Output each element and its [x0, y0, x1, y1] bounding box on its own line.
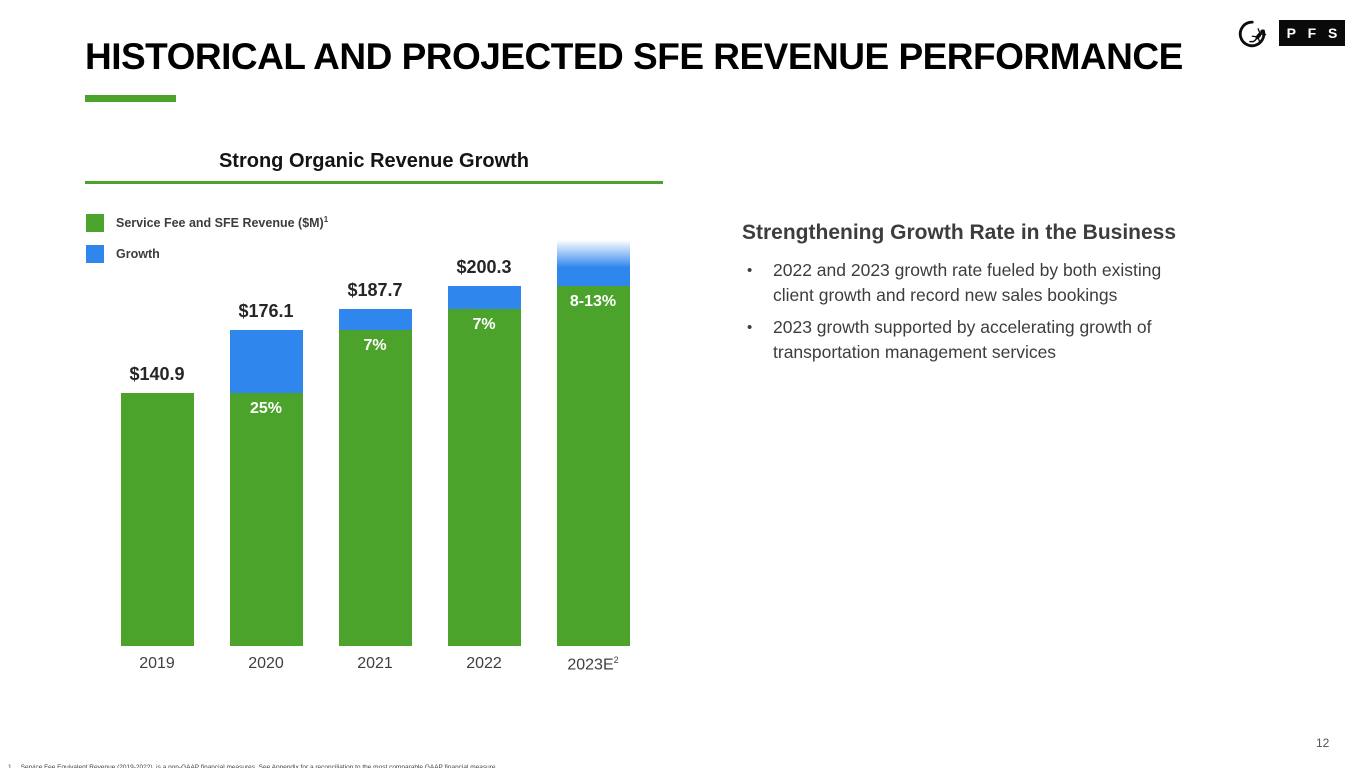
x-axis-label: 2023E2 — [567, 655, 619, 674]
bar-segment-revenue — [556, 286, 630, 646]
bullet-text: 2023 growth supported by accelerating gr… — [773, 317, 1152, 362]
footnotes: 1. Service Fee Equivalent Revenue (2019-… — [8, 743, 497, 768]
bullet-item: • 2023 growth supported by accelerating … — [742, 315, 1247, 365]
bar-segment-revenue — [229, 392, 303, 646]
bar-total-label: $187.7 — [347, 279, 403, 300]
insight-heading: Strengthening Growth Rate in the Busines… — [742, 221, 1177, 244]
gecko-icon — [1238, 20, 1267, 48]
bar-growth-label: 7% — [472, 315, 496, 333]
bar-total-label: $200.3 — [456, 257, 512, 278]
bar-growth-label: 8-13% — [569, 293, 617, 311]
legend-label-revenue-text: Service Fee and SFE Revenue ($M) — [116, 216, 324, 231]
bar-group: 7% — [338, 308, 412, 646]
x-axis-label: 2019 — [139, 655, 175, 672]
bar-segment-revenue — [338, 329, 412, 646]
legend-label-growth-text: Growth — [116, 247, 160, 261]
footnote-1: 1. Service Fee Equivalent Revenue (2019-… — [8, 764, 498, 768]
x-axis-label: 2022 — [466, 655, 502, 672]
bar-growth-label: 25% — [249, 399, 283, 417]
page-number: 12 — [1316, 736, 1330, 750]
bullet-glyph: • — [747, 262, 753, 279]
gecko-body — [1249, 28, 1267, 43]
category-footnote-ref: 2 — [613, 655, 619, 665]
x-axis-label: 2021 — [357, 655, 393, 672]
pfs-logo-text: P F S — [1279, 20, 1345, 46]
insight-bullets: • 2022 and 2023 growth rate fueled by bo… — [742, 258, 1247, 365]
bar-segment-revenue — [120, 392, 194, 646]
chart-legend: Service Fee and SFE Revenue ($M)1 Growth — [86, 214, 328, 276]
page-title: HISTORICAL AND PROJECTED SFE REVENUE PER… — [85, 36, 1183, 77]
bar-segment-growth — [229, 329, 303, 393]
legend-footnote-ref: 1 — [323, 215, 329, 225]
bar-group — [120, 392, 194, 646]
bar-group: 25% — [229, 329, 303, 646]
bar-group: 8-13% — [556, 240, 630, 646]
legend-item-growth: Growth — [86, 245, 328, 263]
bar-segment-growth — [338, 308, 412, 330]
bar-total-label: $140.9 — [129, 363, 185, 384]
bar-group: 7% — [447, 286, 521, 646]
bar-total-label: $176.1 — [238, 300, 294, 321]
legend-item-revenue: Service Fee and SFE Revenue ($M)1 — [86, 214, 328, 232]
bar-growth-label: 7% — [363, 336, 387, 354]
chart-title-rule — [85, 181, 663, 184]
legend-label-growth: Growth — [116, 247, 160, 261]
title-accent-bar — [85, 95, 176, 102]
pfs-logo: P F S — [1236, 16, 1345, 50]
legend-label-revenue: Service Fee and SFE Revenue ($M)1 — [116, 215, 328, 230]
x-axis-label: 2020 — [248, 655, 284, 672]
legend-swatch-growth — [86, 245, 104, 263]
bullet-glyph: • — [747, 319, 753, 336]
insight-panel: Strengthening Growth Rate in the Busines… — [742, 221, 1247, 372]
bullet-item: • 2022 and 2023 growth rate fueled by bo… — [742, 258, 1247, 308]
bar-segment-growth — [447, 286, 521, 309]
bullet-text: 2022 and 2023 growth rate fueled by both… — [773, 260, 1162, 305]
legend-swatch-revenue — [86, 214, 104, 232]
chart-section-title: Strong Organic Revenue Growth — [218, 150, 530, 172]
bar-segment-growth — [556, 240, 630, 287]
bar-chart: $140.9 2019 25% $176.1 2020 7% $187.7 2021 7% $20… — [85, 240, 685, 685]
bar-segment-revenue — [447, 308, 521, 646]
